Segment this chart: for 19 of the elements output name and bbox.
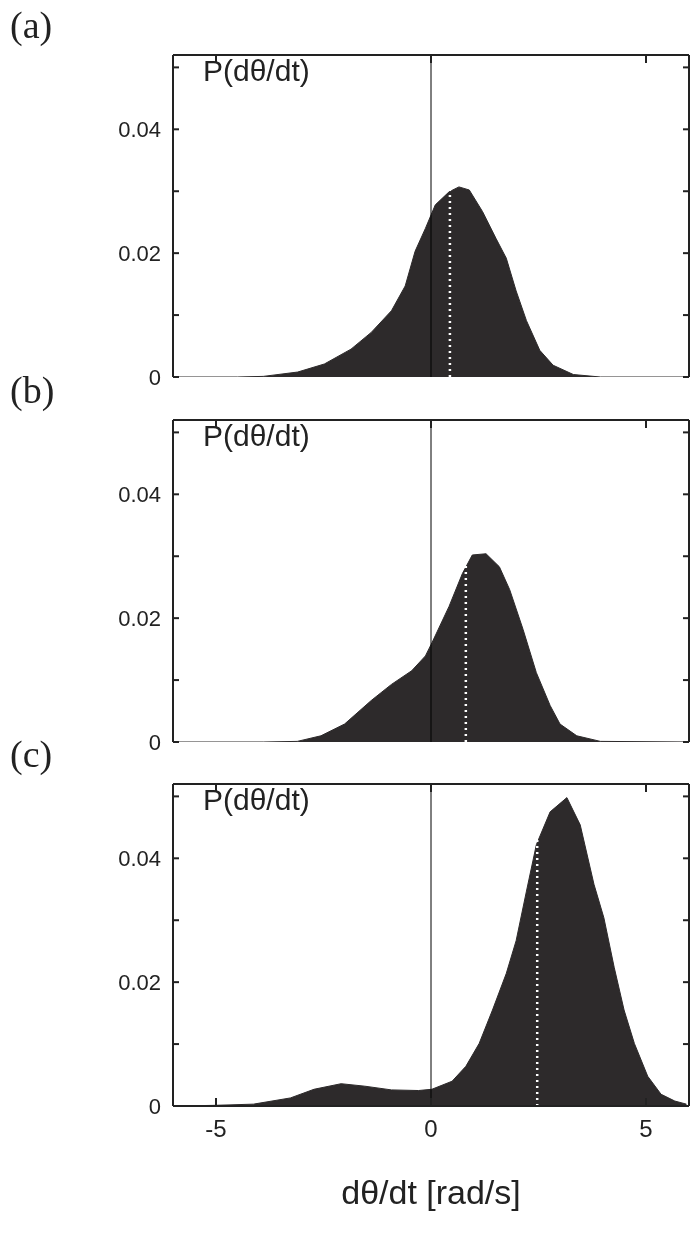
x-axis-title: dθ/dt [rad/s]	[340, 1172, 522, 1213]
chart-title: (c)	[10, 732, 53, 776]
y-axis-title: P(dθ/dt)	[203, 418, 310, 454]
x-tick-label: -5	[205, 1115, 227, 1143]
y-tick-label: 0.04	[118, 117, 161, 143]
y-tick-label: 0.04	[118, 846, 161, 872]
y-tick-label: 0.02	[118, 240, 161, 266]
chart-title: (b)	[10, 368, 55, 412]
y-tick-label: 0.02	[118, 969, 161, 995]
y-tick-label: 0	[148, 364, 161, 390]
y-tick-label: 0.04	[118, 482, 161, 508]
x-tick-label: 0	[424, 1115, 438, 1143]
y-axis-title: P(dθ/dt)	[203, 53, 310, 89]
y-axis-title: P(dθ/dt)	[203, 782, 310, 818]
y-tick-label: 0	[148, 729, 161, 755]
x-tick-label: 5	[639, 1115, 653, 1143]
y-tick-label: 0	[148, 1093, 161, 1119]
chart-title: (a)	[10, 3, 53, 47]
y-tick-label: 0.02	[118, 605, 161, 631]
